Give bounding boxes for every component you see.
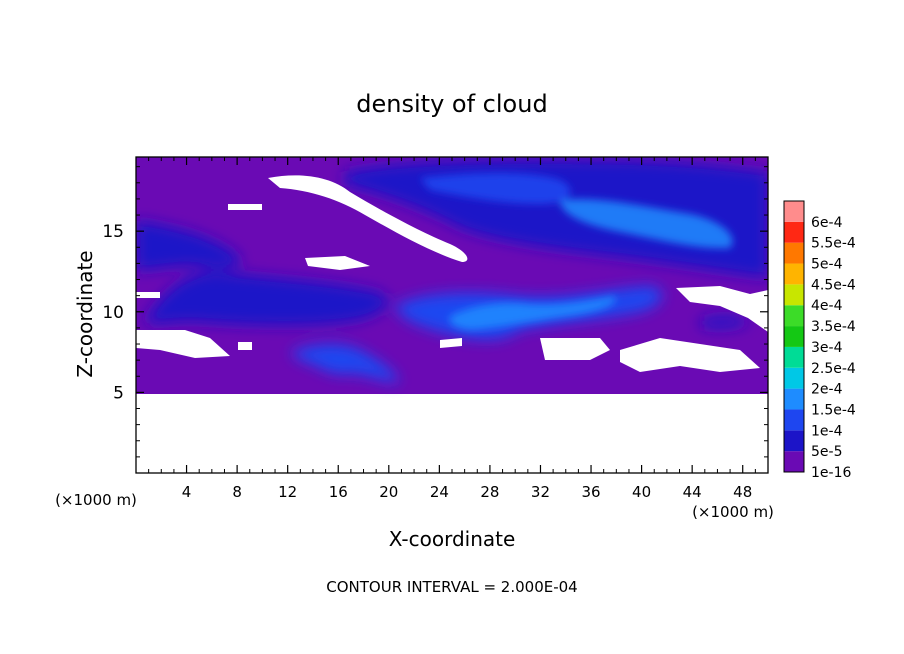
colorbar-swatch <box>784 367 804 389</box>
gap-right-upper <box>676 286 768 332</box>
x-tick-label: 16 <box>329 483 348 501</box>
colorbar-swatch <box>784 388 804 410</box>
colorbar-swatch <box>784 221 804 243</box>
colorbar-label: 5e-4 <box>811 257 843 273</box>
x-tick-label: 44 <box>683 483 702 501</box>
gap-right-mid <box>620 338 760 372</box>
colorbar-label: 1.5e-4 <box>811 402 856 418</box>
colorbar-swatch <box>784 451 804 472</box>
contour-interval-note: CONTOUR INTERVAL = 2.000E-04 <box>326 578 577 596</box>
y-unit-label: (×1000 m) <box>55 491 137 509</box>
colorbar-label: 2.5e-4 <box>811 361 856 377</box>
gap-center-speck <box>440 338 462 348</box>
cloud-free-gaps <box>136 175 768 372</box>
colorbar-label: 4.5e-4 <box>811 277 856 293</box>
x-tick-label: 24 <box>430 483 449 501</box>
gap-left-lower <box>136 330 230 358</box>
cloud-middle-band <box>145 271 389 326</box>
colorbar-label: 3.5e-4 <box>811 319 856 335</box>
y-tick-label: 15 <box>102 222 124 242</box>
colorbar-swatch <box>784 242 804 264</box>
gap-left-speck <box>238 342 252 350</box>
gap-left-edge <box>136 292 160 298</box>
cloud-core-upper <box>560 199 733 249</box>
colorbar-label: 1e-4 <box>811 423 843 439</box>
colorbar-swatch <box>784 409 804 431</box>
x-tick-label: 36 <box>581 483 600 501</box>
x-tick-label: 20 <box>379 483 398 501</box>
colorbar: 1e-16 5e-5 1e-4 1.5e-4 2e-4 2.5e-4 3e-4 3.5e-4 4… <box>783 200 856 481</box>
colorbar-label: 5.5e-4 <box>811 236 856 252</box>
colorbar-swatch <box>784 305 804 327</box>
colorbar-swatch <box>784 430 804 452</box>
colorbar-label: 4e-4 <box>811 298 843 314</box>
x-tick-label: 28 <box>480 483 499 501</box>
colorbar-label: 6e-4 <box>811 215 843 231</box>
x-unit-label: (×1000 m) <box>692 503 774 521</box>
cloud-right-edge <box>700 316 750 329</box>
gap-upper-speck <box>228 204 262 210</box>
x-tick-label: 12 <box>278 483 297 501</box>
x-axis-label: X-coordinate <box>389 527 516 551</box>
gap-diagonal-streak <box>268 175 468 262</box>
colorbar-swatch <box>784 201 804 222</box>
colorbar-swatch <box>784 346 804 368</box>
gap-mid-left <box>305 256 370 270</box>
colorbar-label: 5e-5 <box>811 444 842 460</box>
y-axis-ticks: 5 10 15 <box>102 166 768 458</box>
gap-right-lower <box>540 338 610 360</box>
x-axis-ticks: 4 8 12 16 20 24 28 32 36 40 44 48 <box>148 157 756 501</box>
cloud-core-central <box>449 296 616 330</box>
chart-title: density of cloud <box>356 90 547 118</box>
cloud-lower-small <box>290 344 400 383</box>
colorbar-swatch <box>784 263 804 285</box>
x-tick-label: 48 <box>733 483 752 501</box>
x-tick-label: 4 <box>182 483 192 501</box>
colorbar-swatch <box>784 284 804 306</box>
colorbar-label: 1e-16 <box>811 465 851 481</box>
x-tick-label: 40 <box>632 483 651 501</box>
y-axis-label: Z-coordinate <box>73 250 97 377</box>
x-tick-label: 8 <box>232 483 242 501</box>
colorbar-label: 2e-4 <box>811 382 843 398</box>
cloud-core-upper-mid <box>420 173 571 204</box>
colorbar-label: 3e-4 <box>811 340 843 356</box>
cloud-upper-left <box>136 220 241 271</box>
colorbar-swatch <box>784 326 804 347</box>
cloud-density-field <box>136 157 768 394</box>
y-tick-label: 10 <box>102 303 124 323</box>
x-tick-label: 32 <box>531 483 550 501</box>
colorbar-frame <box>783 200 805 473</box>
y-tick-label: 5 <box>113 383 124 403</box>
